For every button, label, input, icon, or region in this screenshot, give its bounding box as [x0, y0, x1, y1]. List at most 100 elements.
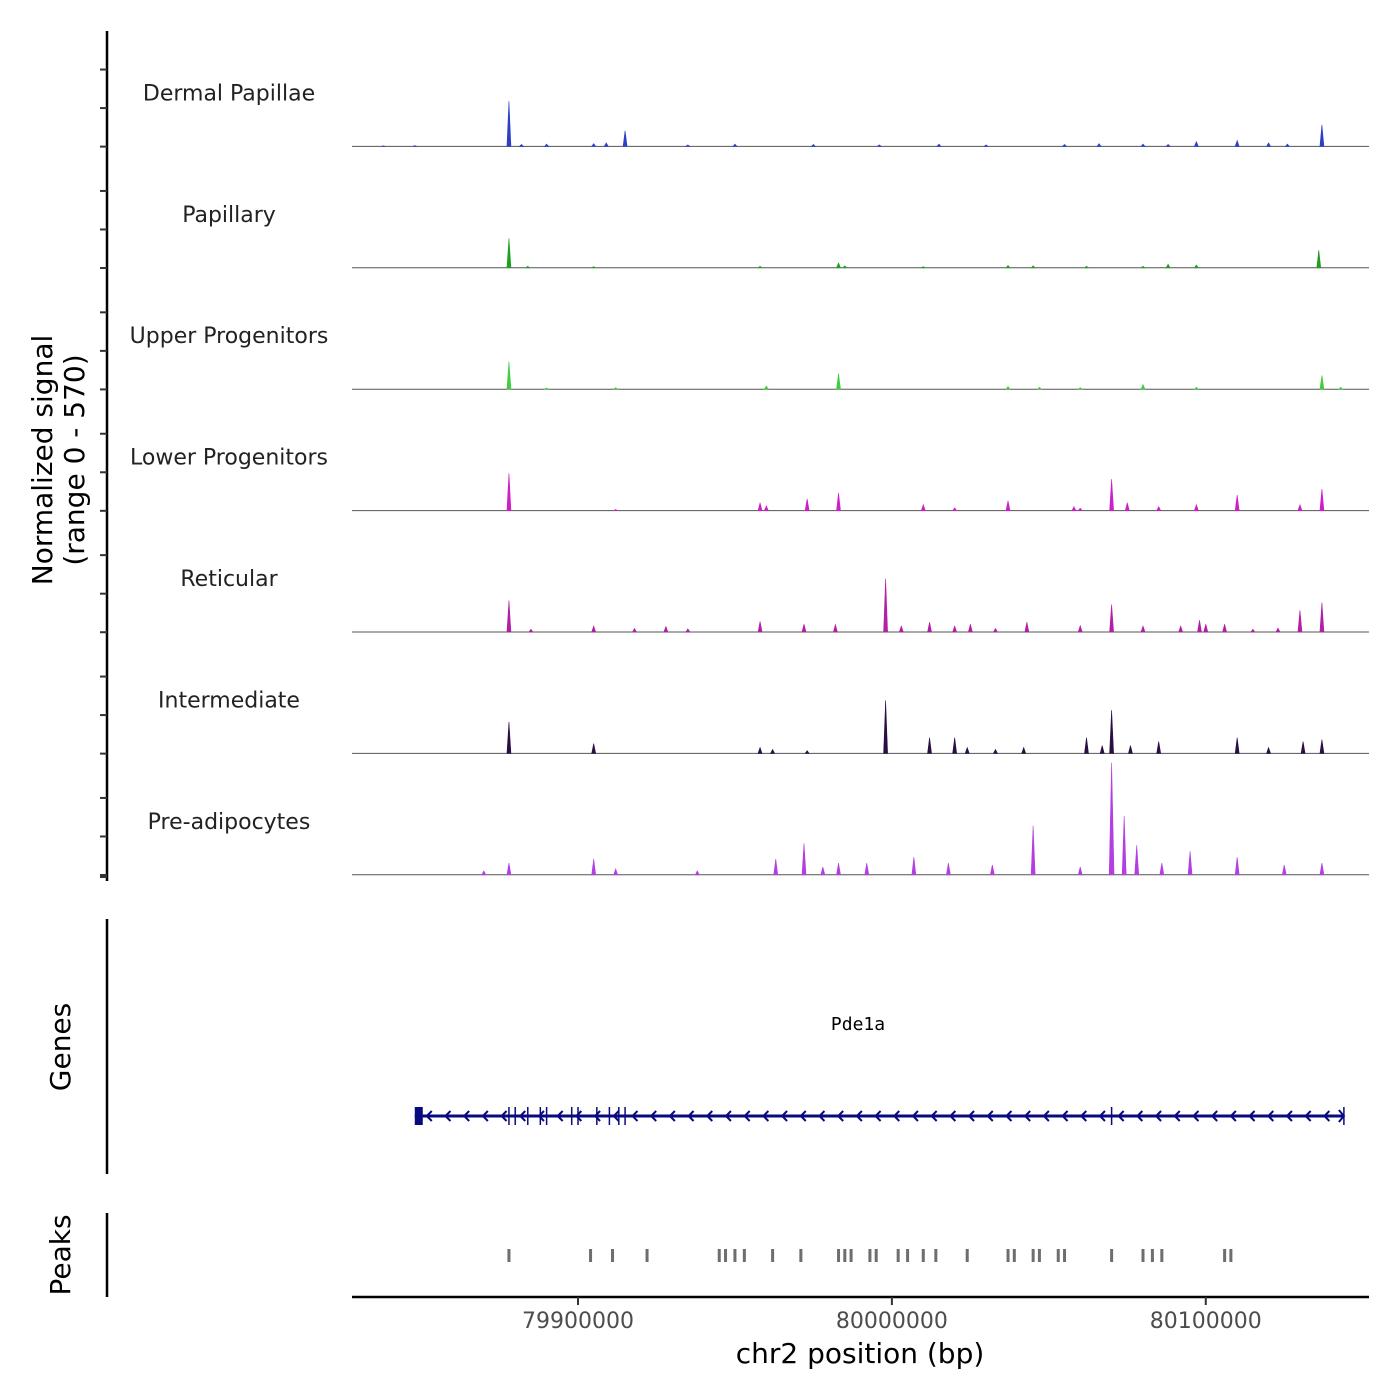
peak-mark — [849, 1249, 853, 1262]
signal-peak — [412, 145, 417, 147]
signal-peak — [836, 862, 841, 876]
signal-peak — [1178, 625, 1184, 633]
signal-peak — [810, 144, 817, 147]
track-label: Intermediate — [158, 688, 300, 713]
peak-mark — [1056, 1249, 1060, 1262]
signal-peak — [763, 505, 769, 511]
signal-peak — [1021, 746, 1027, 754]
strand-arrow — [1338, 1109, 1346, 1123]
signal-peak — [506, 361, 512, 390]
signal-peak — [1030, 265, 1036, 269]
peak-mark — [717, 1249, 721, 1262]
strand-arrow — [1210, 1110, 1218, 1122]
signal-peak — [684, 144, 691, 147]
signal-peak — [1319, 488, 1325, 511]
strand-arrow — [1005, 1110, 1013, 1122]
signal-peak — [1121, 815, 1127, 876]
signal-peak — [952, 507, 958, 511]
signal-peak — [591, 859, 597, 876]
signal-peak — [543, 387, 550, 390]
signal-peak — [898, 625, 904, 633]
signal-peak — [1030, 825, 1036, 876]
signal-peak — [612, 509, 619, 511]
strand-arrow — [705, 1110, 713, 1122]
signal-peak — [757, 746, 763, 754]
strand-arrow — [1098, 1110, 1106, 1122]
signal-peak — [613, 867, 619, 876]
signal-peak — [927, 737, 932, 754]
strand-arrow — [724, 1110, 732, 1122]
peak-mark — [874, 1249, 878, 1262]
signal-peak — [1109, 710, 1114, 754]
signal-peak — [1005, 500, 1011, 511]
strand-arrow — [799, 1110, 807, 1122]
signal-peak — [1193, 140, 1199, 147]
strand-arrow — [631, 1110, 639, 1122]
track-label: Pre-adipocytes — [148, 810, 311, 835]
peak-mark — [611, 1249, 615, 1262]
peak-mark — [645, 1249, 649, 1262]
signal-peak — [1165, 263, 1171, 269]
coverage-tracks: Dermal Papillae Papillary Upper Progenitor… — [130, 81, 1369, 876]
strand-arrow — [444, 1110, 452, 1122]
signal-peak — [842, 265, 848, 269]
peak-mark — [1229, 1249, 1233, 1262]
signal-peak — [1193, 503, 1199, 511]
strand-arrow — [537, 1110, 545, 1122]
strand-arrow — [930, 1110, 938, 1122]
signal-peak — [1165, 144, 1171, 147]
signal-peak — [1156, 506, 1162, 511]
strand-arrow — [481, 1110, 489, 1122]
track-reticular: Reticular — [180, 567, 1369, 633]
signal-peak — [1297, 610, 1303, 633]
signal-y-ticks — [100, 68, 107, 878]
strand-arrow — [761, 1110, 770, 1122]
strand-arrow — [1154, 1110, 1162, 1122]
peak-mark — [1006, 1249, 1010, 1262]
signal-peak — [836, 373, 841, 390]
track-label: Papillary — [182, 203, 276, 228]
signal-peak — [1077, 387, 1084, 390]
signal-peak — [1266, 746, 1271, 754]
signal-peak — [757, 621, 763, 633]
peak-mark — [868, 1249, 872, 1262]
strand-arrow — [574, 1110, 583, 1122]
signal-peak — [1222, 624, 1227, 633]
signal-peak — [1300, 741, 1306, 754]
signal-peak — [685, 628, 691, 633]
signal-peak — [506, 238, 512, 269]
signal-peak — [1203, 624, 1209, 633]
signal-peak — [1281, 864, 1287, 876]
signal-peak — [883, 578, 888, 633]
strand-arrow — [1135, 1110, 1144, 1122]
signal-peak — [1024, 622, 1030, 633]
signal-peak — [763, 385, 769, 390]
signal-peak — [506, 600, 512, 633]
strand-arrow — [874, 1110, 882, 1122]
signal-peak — [1036, 386, 1043, 390]
strand-arrow — [743, 1110, 751, 1122]
peak-mark — [1223, 1249, 1227, 1262]
peak-marks — [507, 1249, 1233, 1262]
peak-mark — [906, 1249, 910, 1262]
peak-mark — [896, 1249, 900, 1262]
strand-arrow — [967, 1110, 975, 1122]
strand-arrow — [1322, 1110, 1331, 1122]
signal-peak — [946, 862, 951, 876]
signal-peak — [1124, 502, 1130, 511]
strand-arrow — [1285, 1110, 1293, 1122]
signal-peak — [506, 101, 512, 147]
x-tick-label: 80100000 — [1150, 1309, 1262, 1334]
strand-arrow — [948, 1110, 957, 1122]
strand-arrow — [518, 1110, 526, 1122]
signal-peak — [1077, 507, 1083, 511]
signal-peak — [967, 624, 973, 633]
signal-peak — [590, 266, 597, 269]
signal-peak — [1005, 385, 1011, 390]
signal-peak — [983, 144, 989, 147]
signal-peak — [804, 498, 810, 511]
signal-peak — [820, 866, 826, 876]
strand-arrow — [1023, 1110, 1031, 1122]
strand-arrow — [1192, 1110, 1200, 1122]
signal-peak — [732, 143, 738, 147]
